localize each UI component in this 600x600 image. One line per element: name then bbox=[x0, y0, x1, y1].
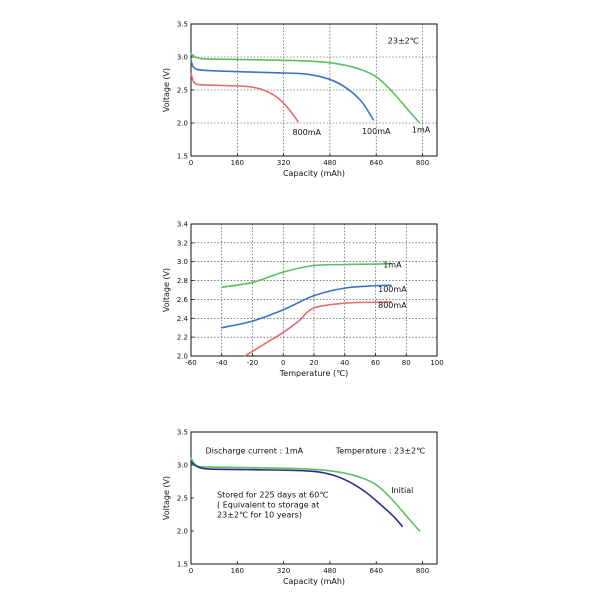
series-line-stored bbox=[190, 460, 404, 528]
chart-annotation: 23±2℃ for 10 years) bbox=[217, 511, 302, 520]
x-tick-label: 160 bbox=[231, 567, 244, 575]
x-tick-label: 0 bbox=[189, 567, 193, 575]
chart-annotation: 23±2℃ bbox=[388, 37, 419, 46]
x-tick-label: 800 bbox=[416, 159, 429, 167]
chart-annotation: Discharge current : 1mA bbox=[205, 446, 303, 455]
plot-frame bbox=[190, 223, 438, 357]
y-tick-label: 2.5 bbox=[177, 87, 188, 95]
y-axis-label: Voltage (V) bbox=[162, 268, 171, 312]
voltage-vs-temperature-chart: -60 -40 -20 0 20 40 60 80 100 2.0 2.2 2.4 2.6 2.8 3.0 3… bbox=[162, 221, 444, 379]
y-tick-label: 2.2 bbox=[177, 334, 188, 342]
y-tick-label: 3.4 bbox=[177, 221, 189, 229]
x-tick-label: 320 bbox=[277, 567, 290, 575]
x-tick-label: 60 bbox=[371, 359, 380, 367]
chart-annotation: ( Equivalent to storage at bbox=[217, 501, 319, 510]
x-tick-label: 0 bbox=[189, 159, 193, 167]
x-tick-label: 160 bbox=[231, 159, 244, 167]
x-tick-label: -60 bbox=[185, 359, 196, 367]
y-tick-label: 2.8 bbox=[177, 277, 188, 285]
y-tick-label: 2.4 bbox=[177, 315, 189, 323]
series-label-100ma: 100mA bbox=[378, 285, 407, 294]
x-tick-label: 320 bbox=[277, 159, 290, 167]
series-line-800ma bbox=[190, 72, 299, 123]
y-tick-label: 2.0 bbox=[177, 120, 188, 128]
series-label-100ma: 100mA bbox=[362, 127, 391, 136]
x-tick-label: -40 bbox=[216, 359, 227, 367]
y-tick-label: 3.5 bbox=[177, 21, 188, 29]
y-tick-label: 1.5 bbox=[177, 561, 188, 569]
x-tick-label: 480 bbox=[323, 159, 336, 167]
series-label-1ma: 1mA bbox=[383, 261, 402, 270]
plot-frame bbox=[190, 23, 438, 157]
x-tick-label: 0 bbox=[281, 359, 285, 367]
y-axis-label: Voltage (V) bbox=[162, 68, 171, 112]
discharge-vs-capacity-chart: 0 160 320 480 640 800 1.5 2.0 2.5 3.0 3.5 Capacity … bbox=[162, 21, 438, 178]
plot-frame bbox=[190, 431, 438, 565]
series-label-800ma: 800mA bbox=[378, 301, 407, 310]
x-tick-label: 100 bbox=[430, 359, 443, 367]
series-line-initial bbox=[190, 457, 421, 532]
series-label-800ma: 800mA bbox=[292, 128, 321, 137]
y-tick-label: 3.5 bbox=[177, 429, 188, 437]
x-tick-label: 480 bbox=[323, 567, 336, 575]
y-tick-label: 2.5 bbox=[177, 495, 188, 503]
chart-annotation: Temperature : 23±2℃ bbox=[335, 446, 425, 455]
x-tick-label: 20 bbox=[310, 359, 319, 367]
y-tick-label: 2.0 bbox=[177, 528, 188, 536]
y-tick-label: 2.6 bbox=[177, 296, 189, 304]
x-tick-label: 640 bbox=[370, 159, 383, 167]
y-tick-label: 2.0 bbox=[177, 353, 188, 361]
series-line-100ma bbox=[190, 59, 375, 121]
chart-annotation: Stored for 225 days at 60℃ bbox=[217, 491, 328, 500]
x-axis-label: Capacity (mAh) bbox=[283, 577, 345, 586]
x-axis-label: Capacity (mAh) bbox=[283, 169, 345, 178]
y-tick-label: 3.2 bbox=[177, 239, 188, 247]
x-tick-label: 80 bbox=[402, 359, 411, 367]
x-axis-label: Temperature (℃) bbox=[279, 369, 348, 378]
y-axis-label: Voltage (V) bbox=[162, 476, 171, 520]
series-label-initial: Initial bbox=[391, 486, 413, 495]
series-line-1ma bbox=[220, 262, 392, 288]
y-tick-label: 1.5 bbox=[177, 153, 188, 161]
series-line-100ma bbox=[220, 284, 392, 329]
x-tick-label: 800 bbox=[416, 567, 429, 575]
series-line-800ma bbox=[244, 300, 392, 357]
series-label-1ma: 1mA bbox=[412, 126, 431, 135]
x-tick-label: 40 bbox=[340, 359, 349, 367]
storage-discharge-chart: 0 160 320 480 640 800 1.5 2.0 2.5 3.0 3.5 Capacity … bbox=[162, 429, 438, 586]
y-tick-label: 3.0 bbox=[177, 462, 188, 470]
x-tick-label: -20 bbox=[247, 359, 258, 367]
y-tick-label: 3.0 bbox=[177, 54, 188, 62]
series-line-1ma bbox=[190, 52, 421, 124]
y-tick-label: 3.0 bbox=[177, 258, 188, 266]
x-tick-label: 640 bbox=[370, 567, 383, 575]
